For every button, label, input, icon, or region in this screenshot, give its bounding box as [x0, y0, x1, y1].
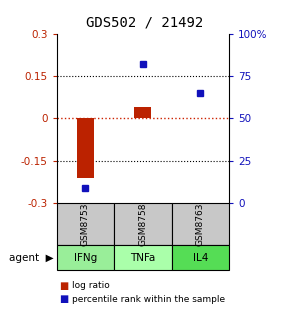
Text: GSM8753: GSM8753	[81, 203, 90, 246]
Text: IL4: IL4	[193, 253, 208, 263]
Text: GSM8763: GSM8763	[196, 203, 205, 246]
Bar	[134, 107, 151, 119]
Text: GSM8758: GSM8758	[138, 203, 147, 246]
Text: ■: ■	[59, 281, 69, 291]
Text: agent  ▶: agent ▶	[9, 253, 54, 263]
Text: log ratio: log ratio	[72, 281, 110, 290]
Bar	[77, 119, 94, 178]
Text: TNFa: TNFa	[130, 253, 155, 263]
Text: GDS502 / 21492: GDS502 / 21492	[86, 15, 204, 29]
Text: IFNg: IFNg	[74, 253, 97, 263]
Text: percentile rank within the sample: percentile rank within the sample	[72, 295, 226, 303]
Text: ■: ■	[59, 294, 69, 304]
